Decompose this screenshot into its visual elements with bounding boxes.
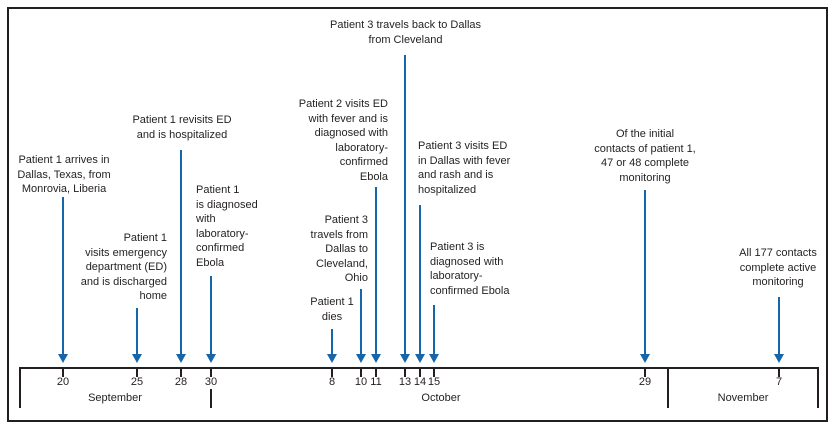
tick-oct-13: [404, 368, 406, 377]
tick-oct-15: [433, 368, 435, 377]
tick-label-oct-10: 10: [354, 376, 368, 388]
tick-oct-10: [360, 368, 362, 377]
tick-label-oct-8: 8: [328, 376, 336, 388]
arrow-shaft: [404, 55, 406, 355]
tick-label-sep-28: 28: [174, 376, 188, 388]
annotation-patient1-arrives: Patient 1 arrives in Dallas, Texas, from…: [17, 154, 111, 195]
tick-oct-14: [419, 368, 421, 377]
event-arrow-oct-13: [400, 55, 410, 363]
tick-label-nov-7: 7: [775, 376, 783, 388]
arrow-shaft: [210, 276, 212, 355]
arrow-head-icon: [371, 354, 381, 363]
event-arrow-oct-15: [429, 305, 439, 363]
month-label-october: October: [421, 392, 461, 404]
arrow-head-icon: [132, 354, 142, 363]
arrow-head-icon: [356, 354, 366, 363]
event-arrow-oct-29: [640, 190, 650, 363]
arrow-head-icon: [400, 354, 410, 363]
month-separator-sep-oct: [210, 389, 212, 408]
tick-oct-29: [644, 368, 646, 377]
arrow-shaft: [331, 329, 333, 355]
event-arrow-sep-30: [206, 276, 216, 363]
arrow-shaft: [180, 150, 182, 355]
tick-sep-28: [180, 368, 182, 377]
arrow-shaft: [433, 305, 435, 355]
tick-nov-7: [778, 368, 780, 377]
tick-label-oct-15: 15: [427, 376, 441, 388]
tick-label-sep-20: 20: [56, 376, 70, 388]
annotation-patient2-diagnosed: Patient 2 visits ED with fever and is di…: [298, 98, 388, 183]
event-arrow-sep-25: [132, 308, 142, 363]
annotation-patient3-travels-cleveland: Patient 3 travels from Dallas to Clevela…: [310, 214, 368, 284]
axis-left-cap: [19, 367, 21, 408]
axis-right-cap: [817, 367, 819, 408]
arrow-shaft: [136, 308, 138, 355]
annotation-patient3-visits-ed: Patient 3 visits ED in Dallas with fever…: [418, 140, 511, 196]
event-arrow-oct-11: [371, 187, 381, 363]
event-arrow-oct-14: [415, 205, 425, 363]
figure-border: [7, 7, 828, 422]
event-arrow-oct-10: [356, 289, 366, 363]
arrow-head-icon: [415, 354, 425, 363]
arrow-shaft: [62, 197, 64, 355]
arrow-head-icon: [58, 354, 68, 363]
tick-oct-11: [375, 368, 377, 377]
arrow-shaft: [644, 190, 646, 355]
tick-label-sep-30: 30: [204, 376, 218, 388]
arrow-head-icon: [206, 354, 216, 363]
month-label-september: September: [88, 392, 142, 404]
annotation-patient1-first-ed-visit: Patient 1 visits emergency department (E…: [80, 232, 167, 302]
month-separator-oct-nov: [667, 367, 669, 408]
event-arrow-sep-20: [58, 197, 68, 363]
annotation-patient1-diagnosed: Patient 1 is diagnosed with laboratory- …: [196, 184, 258, 269]
annotation-all-contacts-complete: All 177 contacts complete active monitor…: [739, 247, 817, 288]
tick-label-oct-13: 13: [398, 376, 412, 388]
arrow-shaft: [360, 289, 362, 355]
arrow-head-icon: [327, 354, 337, 363]
arrow-shaft: [778, 297, 780, 355]
annotation-patient1-dies: Patient 1 dies: [310, 296, 354, 323]
event-arrow-nov-7: [774, 297, 784, 363]
arrow-shaft: [419, 205, 421, 355]
tick-sep-25: [136, 368, 138, 377]
month-label-november: November: [717, 392, 769, 404]
tick-label-oct-11: 11: [370, 376, 382, 388]
tick-sep-30: [210, 368, 212, 377]
arrow-shaft: [375, 187, 377, 355]
arrow-head-icon: [429, 354, 439, 363]
annotation-patient3-diagnosed: Patient 3 is diagnosed with laboratory- …: [430, 241, 510, 297]
annotation-initial-contacts-complete: Of the initial contacts of patient 1, 47…: [594, 128, 696, 184]
tick-label-sep-25: 25: [130, 376, 144, 388]
event-arrow-sep-28: [176, 150, 186, 363]
tick-label-oct-29: 29: [638, 376, 652, 388]
arrow-head-icon: [774, 354, 784, 363]
tick-sep-20: [62, 368, 64, 377]
tick-label-oct-14: 14: [413, 376, 427, 388]
arrow-head-icon: [176, 354, 186, 363]
annotation-patient1-revisits-ed: Patient 1 revisits ED and is hospitalize…: [132, 114, 232, 141]
event-arrow-oct-8: [327, 329, 337, 363]
arrow-head-icon: [640, 354, 650, 363]
annotation-patient3-returns-dallas: Patient 3 travels back to Dallas from Cl…: [329, 19, 482, 46]
tick-oct-8: [331, 368, 333, 377]
